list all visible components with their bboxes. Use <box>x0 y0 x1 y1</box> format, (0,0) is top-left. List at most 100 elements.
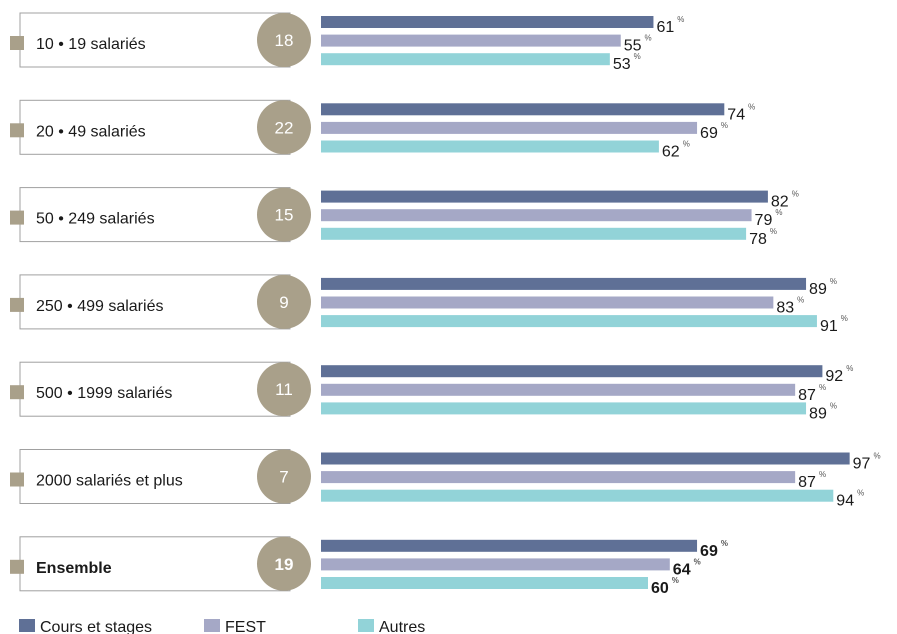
count-circle <box>257 274 311 329</box>
value-label: 69% <box>700 121 728 142</box>
value-label: 78% <box>749 227 777 248</box>
value-label: 62% <box>662 140 690 161</box>
value: 79 <box>755 212 773 229</box>
value-label: 79% <box>755 208 783 229</box>
bar <box>321 539 698 552</box>
category-box <box>19 12 291 68</box>
value: 82 <box>771 194 789 211</box>
unit: % <box>721 539 728 548</box>
bar <box>321 471 796 484</box>
unit: % <box>694 557 701 566</box>
value: 89 <box>809 281 827 298</box>
bar <box>321 34 621 47</box>
category-label: 250 • 499 salariés <box>36 298 163 315</box>
unit: % <box>645 34 652 43</box>
value-label: 87% <box>798 470 826 491</box>
bar <box>321 103 725 116</box>
value-label: 82% <box>771 190 799 211</box>
bar <box>321 402 807 415</box>
legend-label: Autres <box>379 619 425 634</box>
value-label: 60% <box>651 576 679 597</box>
unit: % <box>683 140 690 149</box>
unit: % <box>797 296 804 305</box>
value-label: 89% <box>809 401 837 422</box>
bar <box>321 296 774 309</box>
count-label: 7 <box>279 468 288 487</box>
value: 60 <box>651 580 669 597</box>
value-label: 53% <box>613 52 641 73</box>
unit: % <box>819 383 826 392</box>
unit: % <box>672 576 679 585</box>
value: 97 <box>853 456 871 473</box>
value-label: 87% <box>798 383 826 404</box>
value-label: 94% <box>836 489 864 510</box>
category-label: 10 • 19 salariés <box>36 36 146 53</box>
value: 83 <box>776 300 794 317</box>
category-label: 20 • 49 salariés <box>36 123 146 140</box>
bar <box>321 121 698 134</box>
value-label: 69% <box>700 539 728 560</box>
count-circle <box>257 13 311 67</box>
value-label: 83% <box>776 296 804 317</box>
unit: % <box>857 489 864 498</box>
value: 62 <box>662 144 680 161</box>
category-marker <box>10 472 24 487</box>
bar <box>321 577 648 589</box>
count-label: 18 <box>275 31 294 50</box>
value: 69 <box>700 543 718 560</box>
legend-label: Cours et stages <box>40 619 152 634</box>
unit: % <box>792 190 799 199</box>
bar <box>321 53 610 66</box>
category-marker <box>10 123 24 138</box>
value-label: 97% <box>853 452 881 473</box>
legend-swatch <box>358 619 374 632</box>
unit: % <box>634 52 641 61</box>
bar <box>321 227 747 240</box>
category-marker <box>10 559 24 574</box>
legend-swatch <box>19 619 35 632</box>
category-marker <box>10 297 24 312</box>
value-label: 55% <box>624 34 652 55</box>
unit: % <box>830 401 837 410</box>
unit: % <box>873 452 880 461</box>
bar <box>321 452 850 465</box>
category-marker <box>10 36 24 50</box>
count-label: 19 <box>275 555 294 574</box>
value-label: 89% <box>809 277 837 298</box>
category-label: 500 • 1999 salariés <box>36 385 172 402</box>
value: 64 <box>673 561 691 578</box>
count-circle <box>257 449 311 504</box>
count-circle <box>257 536 311 591</box>
category-marker <box>10 385 24 400</box>
value: 87 <box>798 387 816 404</box>
count-circle <box>257 187 311 242</box>
bar <box>321 383 796 396</box>
bar <box>321 140 659 153</box>
value-label: 91% <box>820 314 848 335</box>
value: 94 <box>836 493 854 510</box>
category-label: 2000 salariés et plus <box>36 473 183 490</box>
value: 92 <box>825 368 843 385</box>
value: 74 <box>727 106 745 123</box>
unit: % <box>770 227 777 236</box>
unit: % <box>775 208 782 217</box>
legend-label: FEST <box>225 619 266 634</box>
value: 61 <box>656 19 674 36</box>
category-label: Ensemble <box>36 560 112 577</box>
unit: % <box>748 102 755 111</box>
category-marker <box>10 210 24 225</box>
bar <box>321 190 768 203</box>
unit: % <box>819 470 826 479</box>
unit: % <box>846 364 853 373</box>
value: 87 <box>798 474 816 491</box>
value-label: 74% <box>727 102 755 123</box>
category-box <box>19 361 291 417</box>
count-circle <box>257 100 311 155</box>
value: 78 <box>749 231 767 248</box>
unit: % <box>841 314 848 323</box>
category-label: 50 • 249 salariés <box>36 211 155 228</box>
bar <box>321 277 807 290</box>
bar <box>321 315 817 328</box>
bar <box>321 558 670 571</box>
